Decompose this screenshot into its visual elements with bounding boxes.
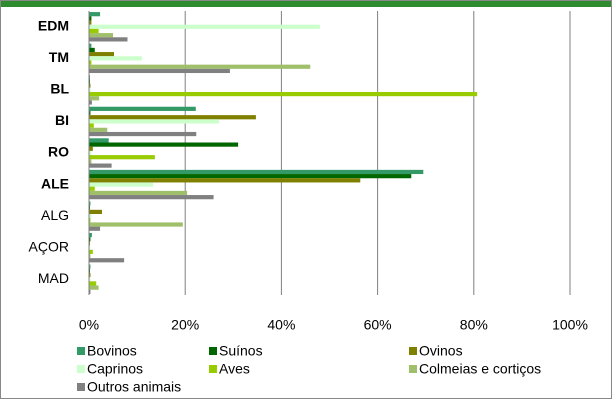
legend-label: Outros animais <box>87 379 181 395</box>
bar <box>89 272 91 278</box>
legend-swatch <box>409 347 417 355</box>
legend-label: Caprinos <box>87 361 143 377</box>
bar <box>89 232 92 238</box>
bar <box>89 159 92 164</box>
bar <box>89 56 142 61</box>
bar <box>89 182 153 187</box>
y-tick-label: BI <box>55 112 69 128</box>
bar <box>89 20 92 25</box>
bar <box>89 155 155 160</box>
bar <box>89 277 91 282</box>
bar <box>89 222 183 227</box>
bar <box>89 33 114 38</box>
legend-label: Bovinos <box>87 343 137 359</box>
bar <box>89 178 361 183</box>
legend-swatch <box>209 347 217 355</box>
bar <box>89 138 109 143</box>
bar <box>89 131 197 137</box>
bar <box>89 64 311 69</box>
bar <box>89 146 93 151</box>
bar <box>89 258 125 263</box>
bar <box>89 123 94 128</box>
bar <box>89 142 239 147</box>
x-tick-label: 100% <box>552 317 588 333</box>
legend-swatch <box>209 365 217 373</box>
bar <box>89 186 95 191</box>
bar <box>89 106 196 111</box>
bar <box>89 289 91 294</box>
bar <box>89 195 214 200</box>
bar <box>89 100 92 105</box>
y-tick-label: ALG <box>41 207 69 223</box>
legend-swatch <box>77 365 85 373</box>
bar <box>89 201 91 206</box>
bar <box>89 91 478 97</box>
bar <box>89 253 91 259</box>
bar <box>89 16 92 21</box>
bar <box>89 249 93 254</box>
bar <box>89 96 100 101</box>
bar <box>89 163 112 168</box>
legend-label: Ovinos <box>419 343 463 359</box>
legend-label: Aves <box>219 361 250 377</box>
bar <box>89 218 91 223</box>
bar <box>89 52 115 57</box>
bar <box>89 68 230 74</box>
x-tick-label: 60% <box>364 317 392 333</box>
bar <box>89 169 424 175</box>
x-tick-label: 40% <box>267 317 295 333</box>
bar <box>89 214 92 219</box>
y-tick-label: BL <box>50 81 69 97</box>
bar <box>89 60 92 65</box>
y-tick-label: MAD <box>38 270 69 286</box>
y-tick-label: RO <box>48 144 69 160</box>
bar <box>89 285 99 290</box>
y-tick-label: AÇOR <box>29 238 69 254</box>
bar <box>89 115 256 120</box>
bar <box>89 37 128 42</box>
legend-label: Colmeias e cortiços <box>419 361 541 377</box>
bar <box>89 83 91 88</box>
x-tick-label: 20% <box>171 317 199 333</box>
bar <box>89 237 91 242</box>
x-tick-label: 0% <box>79 317 99 333</box>
bar <box>89 47 95 53</box>
bar <box>89 24 320 29</box>
bar <box>89 226 101 231</box>
legend-swatch <box>409 365 417 373</box>
legend-swatch <box>77 347 85 355</box>
bar <box>89 28 99 34</box>
bar <box>89 174 412 179</box>
bar <box>89 127 108 132</box>
bar <box>89 110 91 116</box>
legend-label: Suínos <box>219 343 263 359</box>
y-tick-label: ALE <box>41 175 69 191</box>
x-tick-label: 80% <box>460 317 488 333</box>
y-tick-label: TM <box>49 49 69 65</box>
bar <box>89 119 219 124</box>
bar <box>89 150 92 156</box>
bar <box>89 87 91 92</box>
bar <box>89 209 102 215</box>
legend-swatch <box>77 383 85 391</box>
y-tick-label: EDM <box>38 17 69 33</box>
bar <box>89 43 92 48</box>
bar <box>89 281 97 286</box>
bar <box>89 190 188 196</box>
bar <box>89 264 91 269</box>
bar <box>89 12 101 17</box>
title-band <box>0 0 612 7</box>
